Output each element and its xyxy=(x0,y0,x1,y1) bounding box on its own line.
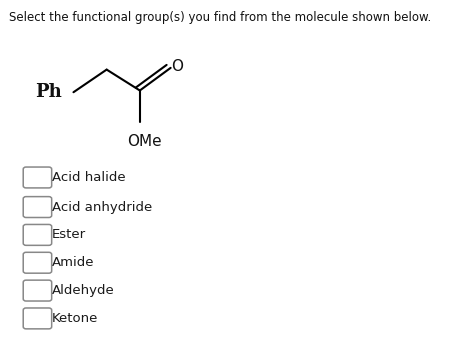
Text: O: O xyxy=(172,58,183,74)
FancyBboxPatch shape xyxy=(23,197,52,218)
Text: Select the functional group(s) you find from the molecule shown below.: Select the functional group(s) you find … xyxy=(9,11,431,24)
Text: Ester: Ester xyxy=(52,228,86,242)
FancyBboxPatch shape xyxy=(23,308,52,329)
Text: Ketone: Ketone xyxy=(52,312,99,325)
Text: Ph: Ph xyxy=(36,83,62,101)
Text: OMe: OMe xyxy=(127,134,162,149)
FancyBboxPatch shape xyxy=(23,167,52,188)
FancyBboxPatch shape xyxy=(23,224,52,245)
Text: Acid halide: Acid halide xyxy=(52,171,126,184)
Text: Amide: Amide xyxy=(52,256,95,269)
Text: Aldehyde: Aldehyde xyxy=(52,284,115,297)
FancyBboxPatch shape xyxy=(23,252,52,273)
Text: Acid anhydride: Acid anhydride xyxy=(52,200,152,214)
FancyBboxPatch shape xyxy=(23,280,52,301)
